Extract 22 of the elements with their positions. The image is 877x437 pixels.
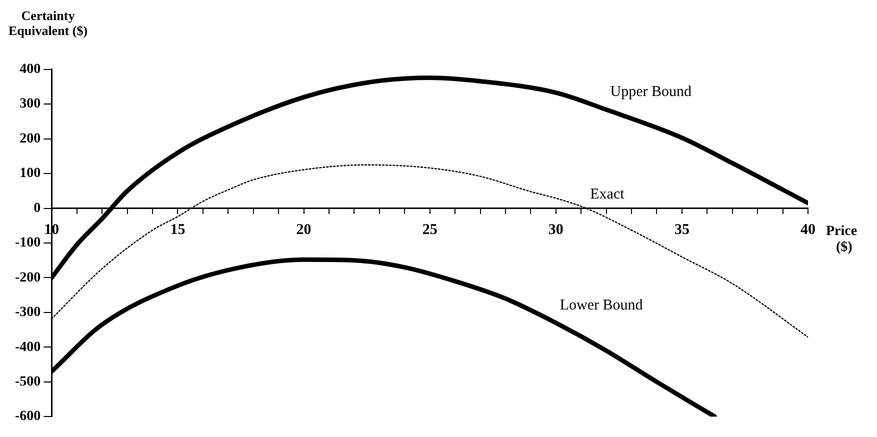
y-axis-title: Certainty Equivalent ($) [8,8,88,38]
y-tick-label: -300 [14,305,41,320]
series-label: Exact [590,186,626,203]
y-tick-label: -100 [14,236,41,251]
y-tick-label: 400 [20,62,41,78]
y-tick-label: 300 [20,96,41,112]
x-tick-label: 15 [170,222,186,238]
x-axis-title: Price ($) [826,224,858,255]
y-tick-label: 100 [20,166,41,182]
y-tick-label: -200 [14,270,41,286]
x-tick-label: 30 [548,222,564,238]
series-label: Upper Bound [610,84,692,100]
x-tick-label: 25 [422,222,438,238]
y-tick-label: -500 [14,374,41,390]
y-tick-label: 200 [20,131,41,146]
y-tick-label: 0 [34,200,41,216]
x-tick-label: 40 [800,222,816,238]
y-tick-label: -600 [14,409,41,424]
x-tick-label: 35 [674,222,690,238]
series-label: Lower Bound [560,297,644,314]
x-tick-label: 20 [296,222,312,238]
y-tick-label: -400 [14,340,41,355]
